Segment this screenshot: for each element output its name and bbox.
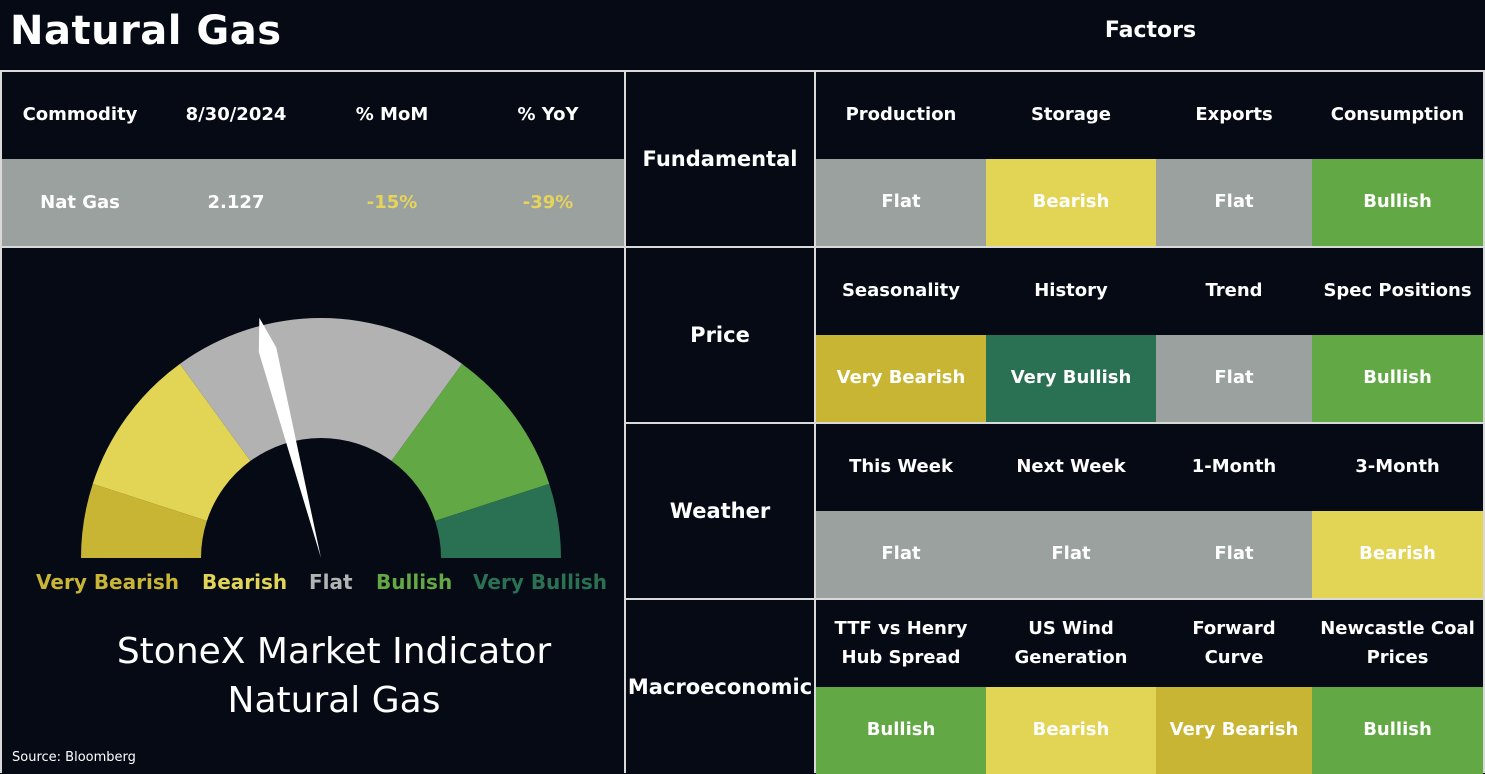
factor-value: Bullish: [1312, 335, 1483, 422]
gauge-segment-flat: [179, 318, 463, 461]
divider: [0, 70, 2, 773]
factor-header: Consumption: [1330, 104, 1465, 126]
factor-header: Production: [845, 104, 957, 126]
divider: [0, 70, 1485, 72]
factor-header: 1-Month: [1191, 456, 1277, 478]
gauge-segment-bearish: [92, 363, 251, 521]
category-price: Price: [690, 323, 750, 347]
factor-value: Bullish: [1312, 687, 1483, 774]
factor-value: Flat: [1156, 335, 1312, 422]
commodity-header-date: 8/30/2024: [185, 103, 287, 125]
gauge-segment-very-bullish: [435, 483, 561, 558]
factor-value: Bullish: [816, 687, 986, 774]
factor-value: Flat: [1156, 159, 1312, 246]
divider: [624, 598, 1485, 600]
commodity-table: Commodity 8/30/2024 % MoM % YoY Nat Gas …: [0, 71, 624, 247]
factor-header: Newcastle Coal Prices: [1320, 617, 1475, 668]
factor-value: Bullish: [1312, 159, 1483, 246]
factor-value: Very Bearish: [816, 335, 986, 422]
factor-header: Spec Positions: [1323, 280, 1472, 302]
factor-value: Flat: [1156, 511, 1312, 598]
source-note: Source: Bloomberg: [12, 750, 136, 765]
factor-header: Storage: [1030, 104, 1112, 126]
gauge-segment-bullish: [391, 363, 550, 521]
factor-header: Trend: [1205, 280, 1263, 302]
factor-value: Bearish: [986, 687, 1156, 774]
factor-header: Forward Curve: [1192, 617, 1276, 668]
commodity-name: Nat Gas: [40, 191, 120, 213]
factor-header: This Week: [849, 456, 953, 478]
category-fundamental: Fundamental: [642, 147, 798, 171]
divider: [814, 70, 816, 773]
factor-value: Flat: [986, 511, 1156, 598]
gauge-label-flat: Flat: [309, 570, 353, 594]
divider: [624, 70, 626, 773]
gauge-needle: [258, 317, 321, 558]
factor-value: Bearish: [1312, 511, 1483, 598]
category-macroeconomic: Macroeconomic: [627, 675, 813, 699]
commodity-yoy: -39%: [522, 191, 574, 213]
commodity-price: 2.127: [207, 191, 265, 213]
factor-header: TTF vs Henry Hub Spread: [834, 617, 968, 668]
factor-value: Flat: [816, 159, 986, 246]
indicator-title-line2: Natural Gas: [227, 679, 441, 721]
factor-header: Exports: [1195, 104, 1273, 126]
gauge-label-very-bullish: Very Bullish: [473, 570, 608, 594]
commodity-mom: -15%: [366, 191, 418, 213]
factors-title: Factors: [1104, 18, 1197, 43]
factor-header: History: [1034, 280, 1108, 302]
factor-header: Next Week: [1016, 456, 1126, 478]
commodity-header-yoy: % YoY: [517, 103, 579, 125]
divider: [624, 422, 1485, 424]
category-weather: Weather: [669, 499, 771, 523]
gauge-chart: [81, 317, 561, 558]
factor-header: Seasonality: [841, 280, 961, 302]
factor-value: Flat: [816, 511, 986, 598]
commodity-data-row: Nat Gas 2.127 -15% -39%: [0, 159, 624, 247]
indicator-title: StoneX Market Indicator Natural Gas: [0, 628, 668, 725]
gauge-label-very-bearish: Very Bearish: [36, 570, 179, 594]
gauge-label-bearish: Bearish: [202, 570, 288, 594]
factor-value: Bearish: [986, 159, 1156, 246]
divider: [1483, 70, 1485, 773]
factor-header: 3-Month: [1355, 456, 1440, 478]
gauge-label-bullish: Bullish: [376, 570, 453, 594]
factor-header: US Wind Generation: [1014, 617, 1128, 668]
divider: [0, 246, 1485, 248]
factor-value: Very Bullish: [986, 335, 1156, 422]
commodity-header-mom: % MoM: [355, 103, 429, 125]
commodity-header-row: Commodity 8/30/2024 % MoM % YoY: [0, 71, 624, 159]
gauge-segment-very-bearish: [81, 483, 207, 558]
page-title: Natural Gas: [10, 8, 282, 54]
commodity-header-commodity: Commodity: [22, 103, 138, 125]
indicator-title-line1: StoneX Market Indicator: [116, 631, 552, 672]
factor-value: Very Bearish: [1156, 687, 1312, 774]
